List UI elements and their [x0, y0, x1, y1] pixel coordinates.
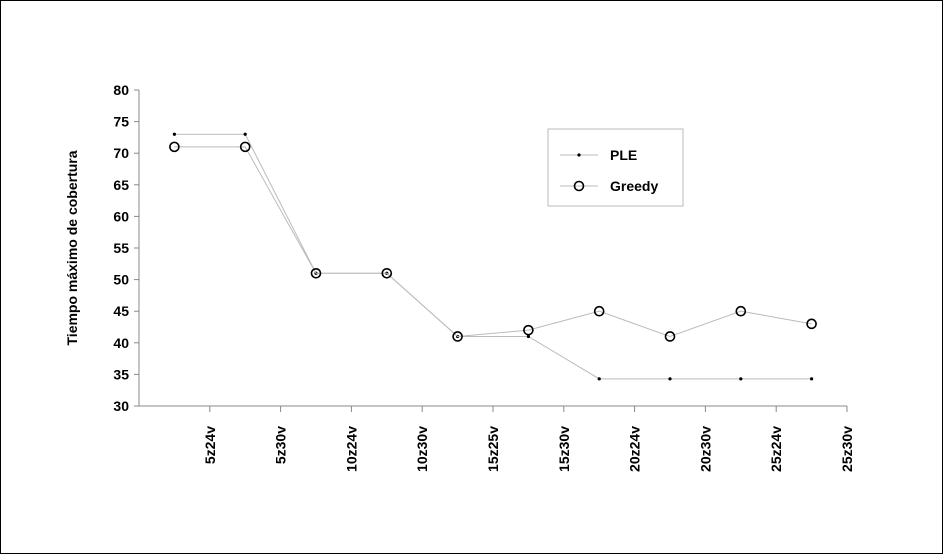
x-tick-label: 10z30v — [414, 426, 430, 472]
series-line-greedy — [174, 146, 812, 338]
x-tick-label: 25z24v — [768, 426, 784, 472]
legend-label: Greedy — [610, 178, 658, 194]
data-point-greedy — [381, 267, 393, 279]
legend-label: PLE — [610, 147, 637, 163]
data-point-greedy — [806, 318, 817, 330]
y-tick-label: 35 — [113, 366, 129, 382]
y-tick-label: 30 — [113, 398, 129, 414]
data-point-greedy — [310, 267, 322, 279]
data-point-ple — [739, 377, 743, 381]
x-tick-label: 10z24v — [343, 426, 359, 472]
legend-box — [547, 128, 684, 207]
y-tick-label: 80 — [113, 82, 129, 98]
x-tick-label: 5z24v — [202, 426, 218, 464]
data-point-ple — [172, 132, 176, 136]
x-tick-label: 20z30v — [697, 426, 713, 472]
data-point-greedy — [452, 331, 463, 342]
y-tick-label: 65 — [113, 177, 129, 193]
data-point-greedy — [664, 331, 676, 342]
x-tick-label: 20z24v — [627, 426, 643, 472]
y-tick-label: 40 — [113, 335, 129, 351]
y-tick-label: 55 — [113, 240, 129, 256]
series-line-ple — [174, 133, 812, 380]
data-point-greedy — [593, 305, 605, 317]
y-tick-label: 70 — [113, 145, 129, 161]
y-tick-label: 50 — [113, 272, 129, 288]
x-tick-label: 25z30v — [839, 426, 855, 472]
x-tick-label: 5z30v — [273, 426, 289, 464]
data-point-greedy — [239, 141, 251, 153]
data-point-ple — [243, 132, 247, 136]
data-point-ple — [810, 377, 814, 381]
data-point-ple — [597, 377, 601, 381]
y-tick-label: 45 — [113, 303, 129, 319]
data-point-greedy — [735, 305, 747, 317]
y-tick-label: 75 — [113, 114, 129, 130]
legend-marker — [573, 180, 585, 192]
data-point-greedy — [523, 324, 534, 336]
x-tick-label: 15z25v — [485, 426, 501, 472]
y-axis-title: Tiempo máximo de cobertura — [64, 150, 80, 345]
data-point-ple — [668, 377, 672, 381]
y-tick-label: 60 — [113, 208, 129, 224]
data-point-greedy — [169, 141, 180, 153]
x-tick-label: 15z30v — [556, 426, 572, 472]
legend-marker — [577, 153, 581, 157]
data-point-ple — [526, 334, 531, 339]
